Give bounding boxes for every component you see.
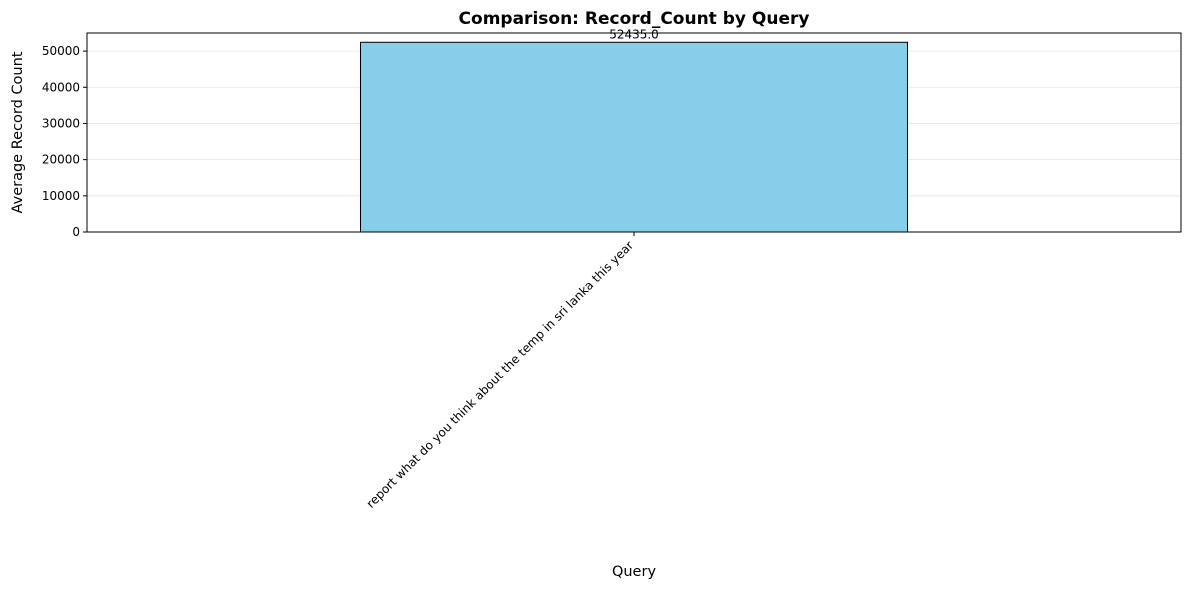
y-tick-label: 40000 [42,80,80,94]
y-tick-label: 0 [72,225,80,239]
bar [360,41,908,233]
y-tick-label: 50000 [42,44,80,58]
x-axis-label: Query [612,564,656,580]
chart-title: Comparison: Record_Count by Query [459,9,810,29]
value-labels: 52435.0 [609,27,659,41]
bars [360,41,908,233]
y-tick-label: 20000 [42,153,80,167]
y-axis-ticks: 0 10000 20000 30000 40000 50000 [42,44,87,239]
y-tick-label: 10000 [42,189,80,203]
y-tick-label: 30000 [42,116,80,130]
bar-value-label: 52435.0 [609,27,659,41]
y-axis-label: Average Record Count [10,51,26,213]
